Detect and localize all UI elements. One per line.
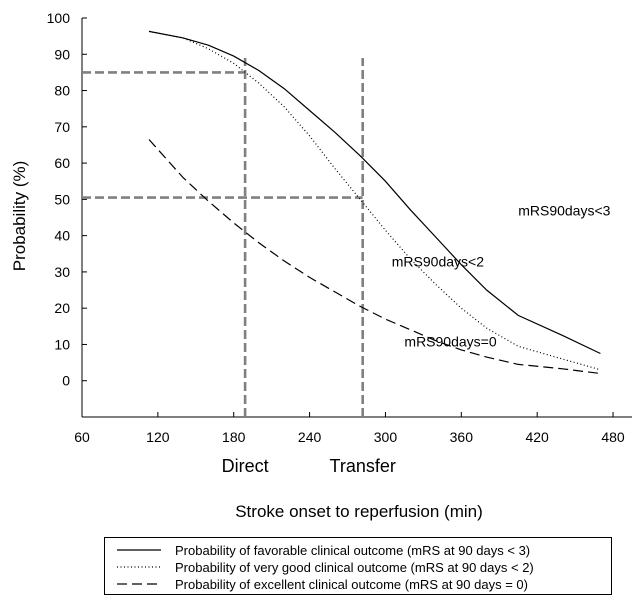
- y-tick-label: 90: [54, 46, 70, 62]
- series-line-dotted: [148, 30, 601, 371]
- y-tick-label: 30: [54, 264, 70, 280]
- y-axis-title: Probability (%): [10, 161, 29, 272]
- y-tick-label: 10: [54, 336, 70, 352]
- legend-item-favorable: Probability of favorable clinical outcom…: [117, 542, 530, 558]
- y-tick-label: 70: [54, 119, 70, 135]
- annotations: mRS90days<3 mRS90days<2 mRS90days=0: [392, 203, 611, 350]
- x-tick-label: 240: [298, 429, 322, 445]
- series-line-dashed: [148, 139, 601, 375]
- legend-swatch-dotted: [117, 566, 161, 568]
- reference-label: Direct: [222, 456, 269, 476]
- y-tick-label: 100: [47, 10, 71, 26]
- legend-swatch-solid: [117, 549, 161, 551]
- x-tick-label: 180: [222, 429, 246, 445]
- legend-swatch-dashed: [117, 583, 161, 585]
- legend-label: Probability of very good clinical outcom…: [175, 559, 534, 575]
- y-tick-label: 60: [54, 155, 70, 171]
- y-tick-label: 80: [54, 83, 70, 99]
- x-tick-label: 480: [601, 429, 625, 445]
- series-line-solid: [148, 30, 601, 355]
- series-lines: [148, 30, 601, 375]
- x-tick-label: 120: [146, 429, 170, 445]
- x-tick-label: 300: [374, 429, 398, 445]
- x-tick-label: 60: [74, 429, 90, 445]
- legend-item-very-good: Probability of very good clinical outcom…: [117, 559, 534, 575]
- reference-lines: Direct Transfer: [82, 58, 396, 476]
- legend-item-excellent: Probability of excellent clinical outcom…: [117, 576, 528, 592]
- legend-label: Probability of favorable clinical outcom…: [175, 542, 531, 558]
- x-tick-label: 420: [525, 429, 549, 445]
- axes: 0 10 20 30 40 50 60 70 80 90 100 60 120 180 240 300 360 4…: [47, 10, 632, 445]
- y-tick-label: 20: [54, 300, 70, 316]
- x-axis-title: Stroke onset to reperfusion (min): [235, 502, 483, 521]
- reference-label: Transfer: [330, 456, 396, 476]
- y-tick-label: 50: [54, 191, 70, 207]
- x-tick-label: 360: [450, 429, 474, 445]
- annotation-label: mRS90days=0: [404, 333, 496, 349]
- legend: Probability of favorable clinical outcom…: [104, 537, 612, 595]
- y-tick-label: 0: [62, 373, 70, 389]
- annotation-label: mRS90days<2: [392, 253, 484, 269]
- y-tick-label: 40: [54, 228, 70, 244]
- annotation-label: mRS90days<3: [518, 203, 610, 219]
- legend-label: Probability of excellent clinical outcom…: [175, 576, 528, 592]
